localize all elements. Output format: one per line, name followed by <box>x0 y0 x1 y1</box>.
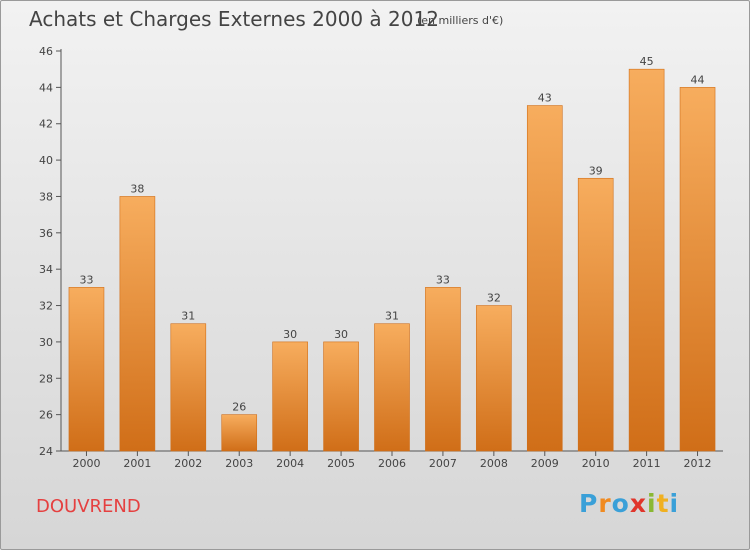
value-label-2006: 31 <box>385 310 399 323</box>
y-tick-label: 28 <box>39 372 53 385</box>
x-tick-label-2004: 2004 <box>276 457 304 470</box>
value-label-2009: 43 <box>538 92 552 105</box>
x-tick-label-2001: 2001 <box>123 457 151 470</box>
bar-2001 <box>119 196 156 452</box>
x-tick-label-2012: 2012 <box>684 457 712 470</box>
chart-subtitle: (en milliers d'€) <box>417 14 504 27</box>
y-tick-label: 32 <box>39 300 53 313</box>
logo-letter: x <box>629 489 647 518</box>
y-tick-label: 34 <box>39 263 53 276</box>
x-tick-label-2011: 2011 <box>633 457 661 470</box>
bar-2009 <box>526 105 563 452</box>
x-tick-label-2000: 2000 <box>72 457 100 470</box>
logo-letter: r <box>598 489 612 518</box>
y-tick-label: 26 <box>39 409 53 422</box>
value-label-2011: 45 <box>640 55 654 68</box>
logo-letter: i <box>647 489 657 518</box>
x-tick-label-2006: 2006 <box>378 457 406 470</box>
value-label-2010: 39 <box>589 164 603 177</box>
y-tick-label: 44 <box>39 81 53 94</box>
bar-2004 <box>272 341 308 452</box>
location-label: DOUVREND <box>36 496 141 517</box>
logo-letter: t <box>656 489 670 518</box>
proxiti-logo: Proxiti <box>579 489 679 518</box>
value-label-2002: 31 <box>181 310 195 323</box>
logo-letter: i <box>669 489 680 518</box>
value-label-2003: 26 <box>232 401 246 414</box>
x-tick-label-2003: 2003 <box>225 457 253 470</box>
value-label-2012: 44 <box>691 73 705 86</box>
bar-2000 <box>68 287 105 452</box>
y-tick-label: 24 <box>39 445 53 458</box>
chart-axes: 24 26 28 30 32 34 36 38 40 42 44 46 <box>39 45 723 458</box>
logo-letter: P <box>579 489 599 518</box>
x-tick-label-2002: 2002 <box>174 457 202 470</box>
bar-2002 <box>170 323 207 452</box>
bar-2010 <box>577 177 614 452</box>
y-tick-label: 30 <box>39 336 53 349</box>
chart-bars <box>68 68 716 452</box>
value-label-2007: 33 <box>436 273 450 286</box>
bar-2012 <box>679 87 716 452</box>
bar-2006 <box>374 323 410 452</box>
x-tick-label-2009: 2009 <box>531 457 559 470</box>
x-tick-label-2010: 2010 <box>582 457 610 470</box>
y-tick-label: 42 <box>39 118 53 131</box>
bar-2008 <box>476 305 512 452</box>
y-tick-label: 36 <box>39 227 53 240</box>
logo-letter: o <box>611 489 630 518</box>
x-tick-label-2005: 2005 <box>327 457 355 470</box>
y-tick-label: 38 <box>39 190 53 203</box>
bar-2005 <box>323 341 359 452</box>
x-tick-label-2008: 2008 <box>480 457 508 470</box>
y-tick-label: 46 <box>39 45 53 58</box>
bar-2007 <box>425 287 461 452</box>
value-label-2000: 33 <box>79 273 93 286</box>
chart-labels: 2000 33 2001 38 2002 31 2003 26 2004 30 2005 30 2006… <box>72 55 711 470</box>
value-label-2001: 38 <box>130 182 144 195</box>
chart-title: Achats et Charges Externes 2000 à 2012 <box>29 7 439 31</box>
value-label-2005: 30 <box>334 328 348 341</box>
x-tick-label-2007: 2007 <box>429 457 457 470</box>
bar-2003 <box>221 414 258 452</box>
bar-2011 <box>628 68 665 452</box>
value-label-2004: 30 <box>283 328 297 341</box>
y-tick-label: 40 <box>39 154 53 167</box>
value-label-2008: 32 <box>487 292 501 305</box>
